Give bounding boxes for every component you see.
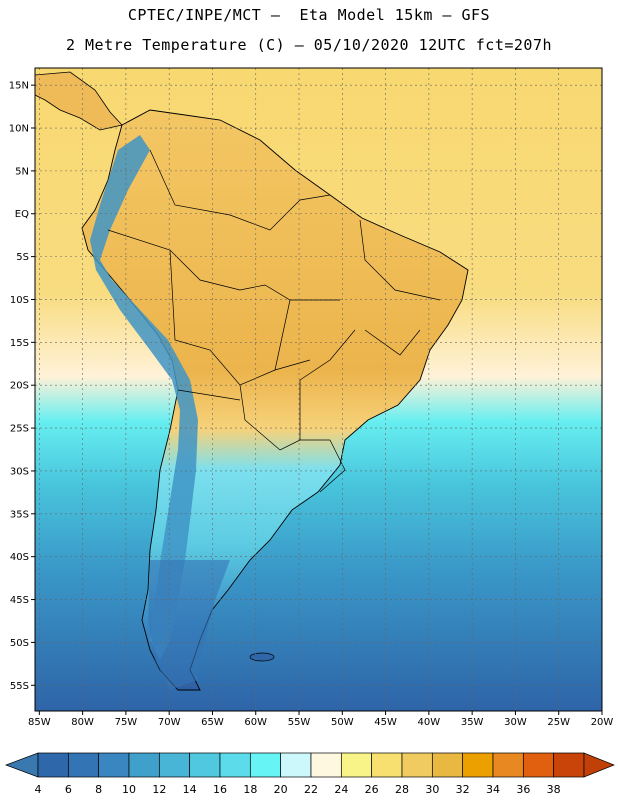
colorbar-swatch <box>98 752 130 778</box>
lat-tick-label: 35S <box>10 509 29 520</box>
falkland-islands <box>249 652 275 662</box>
colorbar-low-arrow <box>5 752 39 778</box>
colorbar-swatch <box>401 752 433 778</box>
colorbar-label: 32 <box>456 783 470 796</box>
lon-tick-label: 65W <box>201 717 224 728</box>
colorbar-label: 10 <box>122 783 136 796</box>
colorbar-label: 4 <box>35 783 42 796</box>
colorbar-swatch <box>249 752 282 778</box>
colorbar-swatch <box>280 752 312 778</box>
lat-tick-label: 15S <box>10 338 29 349</box>
colorbar-swatch <box>310 752 342 778</box>
lat-tick-label: EQ <box>15 209 29 220</box>
patagonia-cold-region <box>148 560 230 690</box>
colorbar-swatch <box>219 752 251 778</box>
colorbar-label: 26 <box>365 783 379 796</box>
lon-tick-label: 35W <box>461 717 484 728</box>
lon-tick-label: 40W <box>418 717 441 728</box>
country-borders <box>107 149 441 493</box>
lon-tick-label: 55W <box>288 717 311 728</box>
colorbar-label: 14 <box>183 783 197 796</box>
colorbar-label: 34 <box>486 783 500 796</box>
colorbar-label: 12 <box>152 783 166 796</box>
colorbar: 4 6 8 10 12 14 16 18 20 22 24 26 28 30 32 34 36 38 <box>5 752 615 796</box>
colorbar-label: 8 <box>95 783 102 796</box>
lon-tick-label: 30W <box>504 717 527 728</box>
colorbar-high-arrow <box>583 752 615 778</box>
lat-tick-label: 5S <box>16 252 29 263</box>
colorbar-label: 28 <box>395 783 409 796</box>
lon-tick-label: 50W <box>331 717 354 728</box>
colorbar-label: 16 <box>213 783 227 796</box>
colorbar-swatch <box>189 752 221 778</box>
lat-tick-label: 10N <box>9 124 29 135</box>
colorbar-label: 38 <box>547 783 561 796</box>
colorbar-swatch <box>522 752 555 778</box>
colorbar-swatch <box>371 752 403 778</box>
colorbar-label: 36 <box>516 783 530 796</box>
lat-tick-label: 10S <box>10 295 29 306</box>
colorbar-label: 30 <box>425 783 439 796</box>
lat-tick-label: 30S <box>10 466 29 477</box>
colorbar-label: 22 <box>304 783 318 796</box>
andes-cold-strip <box>90 135 198 660</box>
colorbar-swatch <box>67 752 100 778</box>
lon-tick-label: 45W <box>374 717 397 728</box>
colorbar-swatch <box>128 752 160 778</box>
lon-tick-label: 60W <box>244 717 267 728</box>
colorbar-swatch <box>37 752 69 778</box>
map-frame: 15N 10N 5N EQ 5S 10S 15S 20S 25S 30S 35S 40S 45S 50S 5… <box>9 67 613 728</box>
lat-tick-label: 15N <box>9 81 29 92</box>
central-america-landmass <box>35 71 123 131</box>
latitude-labels: 15N 10N 5N EQ 5S 10S 15S 20S 25S 30S 35S 40S 45S 50S 5… <box>9 81 35 692</box>
lat-tick-label: 20S <box>10 381 29 392</box>
colorbar-swatch <box>158 752 191 778</box>
lon-tick-label: 25W <box>547 717 570 728</box>
map-border <box>34 67 603 712</box>
colorbar-label: 6 <box>65 783 72 796</box>
lon-tick-label: 70W <box>158 717 181 728</box>
colorbar-label: 20 <box>274 783 288 796</box>
lon-tick-label: 80W <box>71 717 94 728</box>
colorbar-swatch <box>492 752 524 778</box>
lat-tick-label: 45S <box>10 595 29 606</box>
lon-tick-label: 75W <box>115 717 138 728</box>
colorbar-label: 18 <box>243 783 257 796</box>
colorbar-swatch <box>462 752 494 778</box>
lat-tick-label: 5N <box>15 166 29 177</box>
lon-tick-label: 20W <box>591 717 614 728</box>
map-subtitle: 2 Metre Temperature (C) – 05/10/2020 12U… <box>65 36 553 54</box>
map-title: CPTEC/INPE/MCT – Eta Model 15km – GFS <box>127 6 491 24</box>
lat-tick-label: 25S <box>10 424 29 435</box>
lat-tick-label: 50S <box>10 638 29 649</box>
colorbar-swatch <box>340 752 373 778</box>
longitude-labels: 85W 80W 75W 70W 65W 60W 55W 50W 45W 40W 35W 30W 25W 2… <box>28 711 613 728</box>
lat-tick-label: 55S <box>10 681 29 692</box>
colorbar-swatch <box>431 752 464 778</box>
lat-tick-label: 40S <box>10 552 29 563</box>
colorbar-swatch <box>553 752 585 778</box>
lon-tick-label: 85W <box>28 717 51 728</box>
colorbar-label: 24 <box>334 783 348 796</box>
